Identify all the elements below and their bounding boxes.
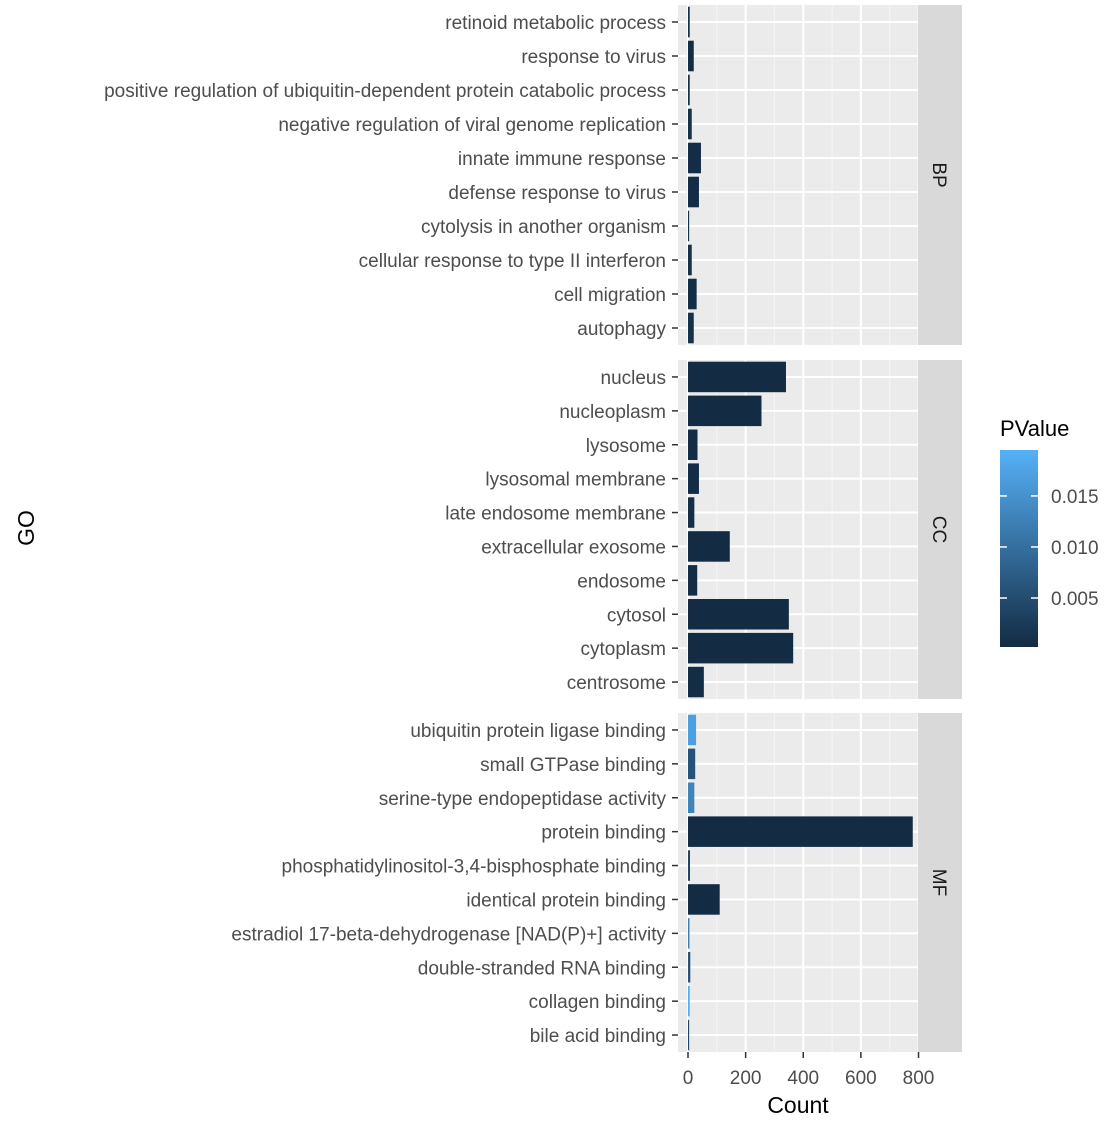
category-label: innate immune response bbox=[458, 149, 666, 170]
bar-bp-0 bbox=[688, 6, 690, 38]
bar-bp-8 bbox=[688, 278, 697, 310]
category-label: cellular response to type II interferon bbox=[359, 251, 666, 272]
bar-bp-5 bbox=[688, 176, 699, 208]
category-label: lysosomal membrane bbox=[485, 470, 666, 491]
bar-bp-2 bbox=[688, 74, 690, 106]
x-tick-label: 800 bbox=[903, 1068, 935, 1089]
bar-bp-3 bbox=[688, 108, 692, 140]
category-label: cytoplasm bbox=[580, 639, 666, 660]
facet-strip bbox=[918, 5, 962, 345]
facet-strip-label: BP bbox=[928, 162, 949, 187]
legend-tick-label: 0.005 bbox=[1051, 589, 1099, 610]
bar-mf-6 bbox=[688, 918, 690, 949]
facet-panels: retinoid metabolic process response to vi… bbox=[104, 5, 962, 1052]
x-tick-label: 600 bbox=[845, 1068, 877, 1089]
panel-background bbox=[678, 713, 918, 1052]
bar-mf-8 bbox=[688, 985, 690, 1017]
category-label: identical protein binding bbox=[466, 890, 666, 911]
bar-cc-2 bbox=[688, 429, 698, 461]
x-axis: 0 200 400 600 800 bbox=[683, 1052, 935, 1089]
bar-cc-3 bbox=[688, 463, 699, 494]
legend-tick-label: 0.010 bbox=[1051, 538, 1099, 559]
bar-mf-3 bbox=[688, 816, 913, 847]
category-label: defense response to virus bbox=[448, 183, 666, 204]
legend-colorbar bbox=[1000, 450, 1038, 647]
category-label: collagen binding bbox=[529, 992, 666, 1013]
category-label: bile acid binding bbox=[530, 1026, 666, 1047]
bar-cc-9 bbox=[688, 666, 704, 698]
category-label: cytosol bbox=[607, 605, 666, 626]
legend-ticks: 0.005 0.010 0.015 bbox=[1000, 487, 1099, 610]
facet-cc: nucleus nucleoplasm lysosome lysosomal memb… bbox=[445, 360, 962, 699]
category-label: negative regulation of viral genome repl… bbox=[278, 115, 666, 136]
category-label: endosome bbox=[577, 571, 666, 592]
category-label: ubiquitin protein ligase binding bbox=[410, 721, 666, 742]
x-tick-label: 200 bbox=[730, 1068, 762, 1089]
facet-mf: ubiquitin protein ligase binding small GT… bbox=[231, 713, 962, 1052]
bar-cc-6 bbox=[688, 565, 698, 596]
category-label: extracellular exosome bbox=[481, 537, 666, 558]
x-tick-label: 0 bbox=[683, 1068, 694, 1089]
category-label: late endosome membrane bbox=[445, 504, 666, 525]
bar-mf-4 bbox=[688, 850, 691, 881]
category-label: autophagy bbox=[577, 319, 666, 340]
pvalue-legend: PValue 0.005 0.010 0.015 bbox=[1000, 416, 1099, 647]
bar-mf-0 bbox=[688, 714, 697, 746]
category-label: nucleoplasm bbox=[559, 402, 666, 423]
category-label: protein binding bbox=[541, 823, 666, 844]
facet-strip bbox=[918, 713, 962, 1052]
bar-mf-2 bbox=[688, 782, 695, 814]
category-label: centrosome bbox=[567, 673, 666, 694]
bar-bp-7 bbox=[688, 244, 692, 276]
bar-mf-5 bbox=[688, 884, 720, 915]
bar-mf-1 bbox=[688, 748, 696, 780]
bar-mf-9 bbox=[688, 1019, 690, 1051]
legend-title: PValue bbox=[1000, 416, 1069, 441]
category-label: cytolysis in another organism bbox=[421, 217, 666, 238]
facet-bp: retinoid metabolic process response to vi… bbox=[104, 5, 962, 345]
facet-strip-label: CC bbox=[928, 516, 949, 543]
y-axis-title: GO bbox=[13, 510, 39, 546]
bar-cc-4 bbox=[688, 497, 695, 528]
bar-cc-7 bbox=[688, 598, 789, 630]
category-label: estradiol 17-beta-dehydrogenase [NAD(P)+… bbox=[231, 924, 666, 945]
bar-mf-7 bbox=[688, 951, 691, 983]
facet-strip-label: MF bbox=[928, 869, 949, 896]
bar-bp-6 bbox=[688, 210, 690, 242]
category-label: lysosome bbox=[586, 436, 666, 457]
category-label: positive regulation of ubiquitin-depende… bbox=[104, 81, 666, 102]
panel-background bbox=[678, 5, 918, 345]
category-label: nucleus bbox=[601, 368, 667, 389]
bar-bp-4 bbox=[688, 142, 701, 174]
x-tick-label: 400 bbox=[787, 1068, 819, 1089]
bar-cc-0 bbox=[688, 361, 786, 393]
category-label: retinoid metabolic process bbox=[445, 13, 666, 34]
category-label: double-stranded RNA binding bbox=[418, 958, 666, 979]
bar-cc-5 bbox=[688, 531, 730, 562]
category-label: response to virus bbox=[521, 47, 666, 68]
bar-cc-8 bbox=[688, 632, 794, 664]
bar-bp-9 bbox=[688, 312, 694, 344]
facet-strip bbox=[918, 360, 962, 699]
bar-bp-1 bbox=[688, 40, 694, 72]
x-axis-title: Count bbox=[767, 1092, 829, 1118]
category-label: cell migration bbox=[554, 285, 666, 306]
category-label: small GTPase binding bbox=[480, 755, 666, 776]
category-label: phosphatidylinositol-3,4-bisphosphate bi… bbox=[282, 857, 667, 878]
category-label: serine-type endopeptidase activity bbox=[379, 789, 667, 810]
legend-tick-label: 0.015 bbox=[1051, 487, 1099, 508]
bar-cc-1 bbox=[688, 395, 762, 427]
